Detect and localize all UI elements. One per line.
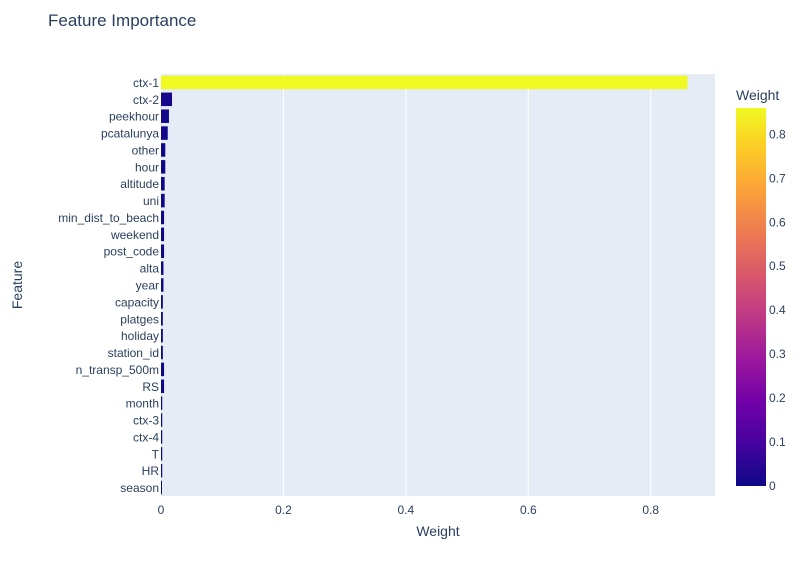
y-tick-label: season — [120, 481, 159, 495]
y-tick-label: weekend — [110, 228, 159, 242]
y-tick-label: alta — [140, 262, 160, 276]
y-tick-labels: ctx-1 ctx-2 peekhour pcatalunya other hour alt… — [58, 76, 159, 495]
y-tick-label: post_code — [104, 245, 160, 259]
bars-layer — [161, 75, 688, 495]
bar-hour — [161, 160, 166, 174]
y-tick-label: RS — [142, 380, 159, 394]
bar-RS — [161, 379, 165, 394]
bar-capacity — [161, 295, 163, 309]
y-tick-label: ctx-4 — [133, 430, 159, 444]
colorbar-tick-label: 0.3 — [769, 347, 786, 361]
colorbar-tick-label: 0.7 — [769, 171, 786, 185]
grid-layer — [282, 74, 652, 496]
x-tick-label: 0.4 — [398, 503, 415, 517]
y-tick-label: ctx-2 — [133, 93, 159, 107]
bar-ctx-3 — [161, 413, 163, 427]
y-tick-label: peekhour — [109, 110, 159, 124]
bar-T — [161, 447, 163, 461]
plot-area — [161, 74, 715, 496]
y-tick-label: ctx-3 — [133, 414, 159, 428]
y-tick-label: ctx-1 — [133, 76, 159, 90]
bar-HR — [161, 463, 163, 478]
colorbar-tick-label: 0.8 — [769, 127, 786, 141]
bar-n_transp_500m — [161, 362, 165, 377]
colorbar — [736, 108, 766, 486]
x-tick-labels: 0 0.2 0.4 0.6 0.8 — [158, 503, 660, 517]
colorbar-title: Weight — [736, 87, 779, 103]
colorbar-tick-label: 0.4 — [769, 303, 786, 317]
y-tick-label: altitude — [120, 177, 159, 191]
bar-pcatalunya — [161, 126, 168, 140]
colorbar-tick-label: 0.1 — [769, 435, 786, 449]
y-tick-label: uni — [143, 194, 159, 208]
y-tick-label: platges — [120, 312, 159, 326]
bar-station_id — [161, 345, 163, 360]
bar-weekend — [161, 227, 165, 242]
bar-month — [161, 396, 163, 410]
bar-season — [161, 480, 162, 495]
colorbar-tick-label: 0.5 — [769, 259, 786, 273]
y-tick-label: other — [132, 143, 159, 157]
chart-title: Feature Importance — [48, 11, 196, 30]
y-tick-label: station_id — [108, 346, 159, 360]
bar-year — [161, 278, 164, 292]
bar-post_code — [161, 244, 165, 258]
y-tick-label: month — [126, 397, 159, 411]
x-tick-label: 0.8 — [642, 503, 659, 517]
x-axis-title: Weight — [416, 523, 459, 539]
x-tick-label: 0 — [158, 503, 165, 517]
bar-peekhour — [161, 109, 169, 123]
colorbar-tick-label: 0.6 — [769, 215, 786, 229]
y-tick-label: capacity — [115, 295, 159, 309]
bar-platges — [161, 312, 163, 326]
y-tick-label: hour — [135, 160, 159, 174]
bar-ctx-2 — [161, 92, 173, 107]
bar-ctx-1 — [161, 75, 688, 90]
bar-holiday — [161, 328, 163, 343]
bar-other — [161, 143, 166, 157]
bar-uni — [161, 193, 165, 208]
bar-min_dist_to_beach — [161, 210, 165, 225]
colorbar-tick-labels: 0 0.1 0.2 0.3 0.4 0.5 0.6 0.7 0.8 — [769, 127, 786, 493]
x-tick-label: 0.2 — [275, 503, 292, 517]
bar-alta — [161, 261, 164, 275]
y-tick-label: HR — [142, 464, 160, 478]
y-tick-label: year — [136, 279, 159, 293]
colorbar-tick-label: 0.2 — [769, 391, 786, 405]
y-tick-label: pcatalunya — [101, 127, 159, 141]
x-tick-label: 0.6 — [520, 503, 537, 517]
y-tick-label: holiday — [121, 329, 159, 343]
bar-altitude — [161, 176, 165, 191]
y-tick-label: min_dist_to_beach — [58, 211, 159, 225]
y-tick-label: n_transp_500m — [76, 363, 159, 377]
bar-ctx-4 — [161, 430, 163, 444]
y-tick-label: T — [152, 447, 160, 461]
y-axis-title: Feature — [9, 261, 25, 309]
colorbar-tick-label: 0 — [769, 479, 776, 493]
